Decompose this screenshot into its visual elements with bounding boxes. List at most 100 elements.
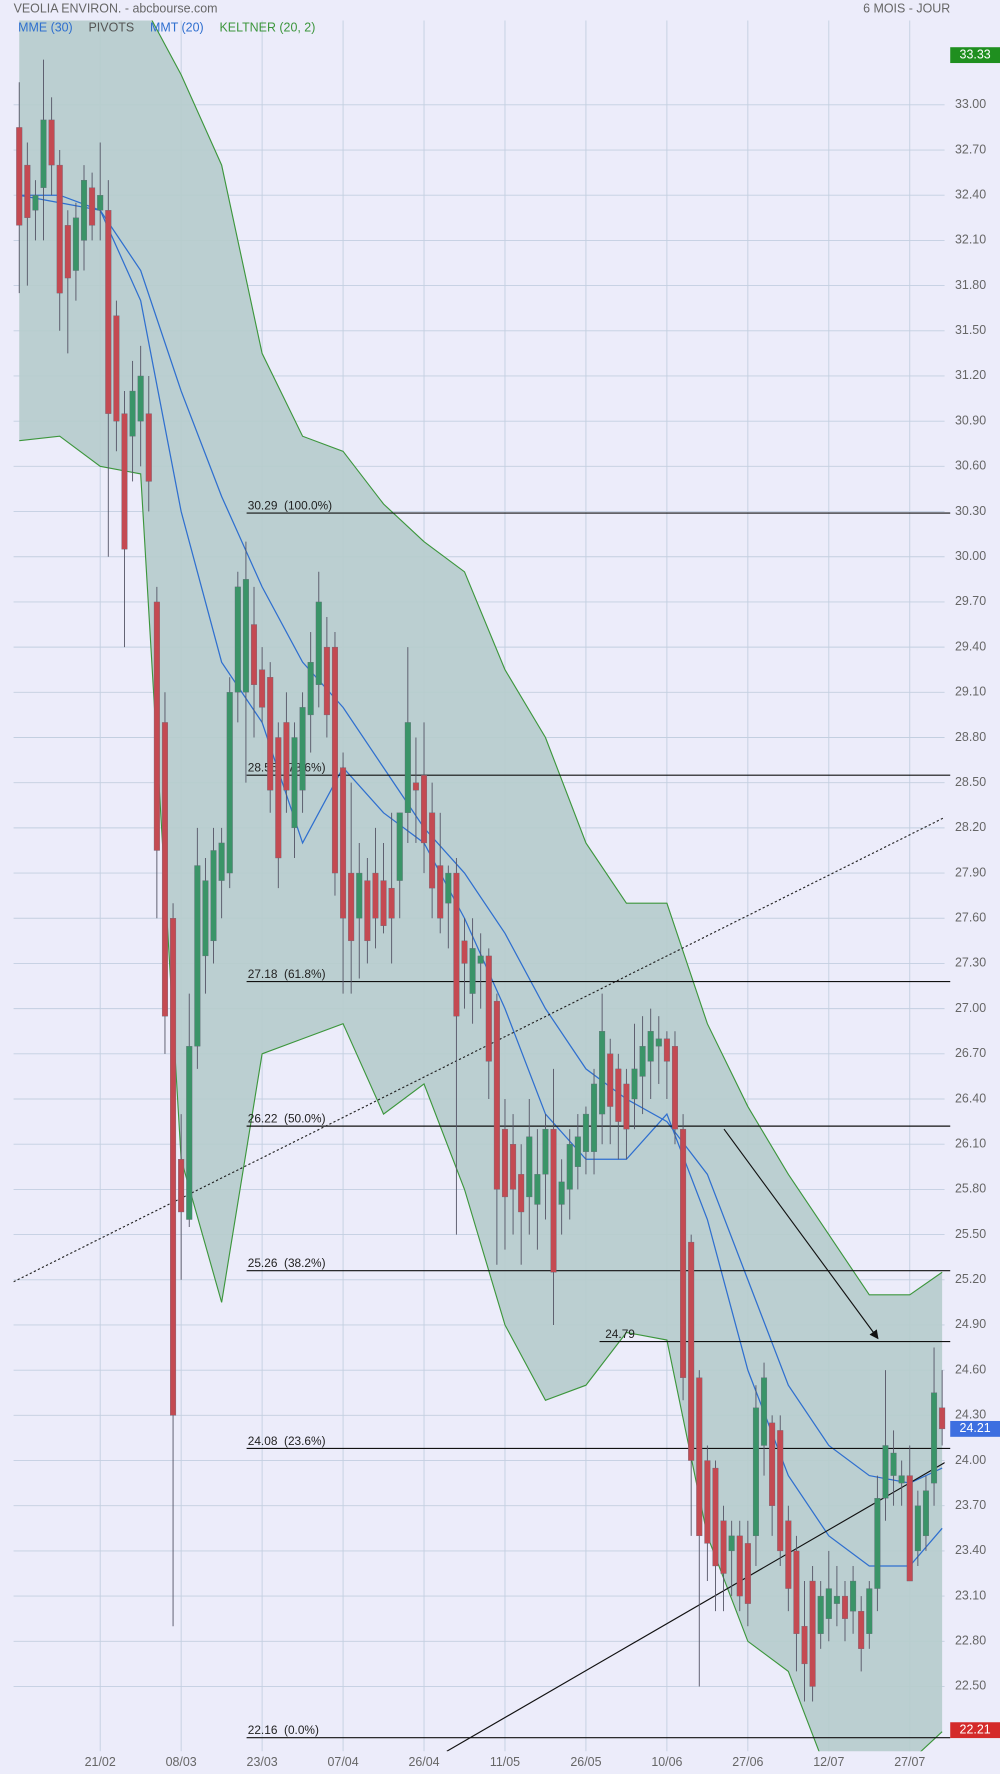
candle-body — [623, 1083, 630, 1130]
candle-body — [631, 1068, 638, 1100]
candle-body — [113, 315, 120, 422]
y-tick-label: 29.40 — [955, 639, 986, 653]
y-tick-label: 24.90 — [955, 1317, 986, 1331]
candle-body — [210, 850, 217, 942]
candle-body — [56, 164, 63, 294]
y-tick-label: 30.60 — [955, 459, 986, 473]
candle-body — [469, 948, 476, 994]
y-tick-label: 26.70 — [955, 1046, 986, 1060]
candle-body — [890, 1452, 897, 1476]
candle-body — [607, 1053, 614, 1107]
candle-body — [931, 1392, 938, 1484]
candle-body — [145, 413, 152, 482]
price-tag-label: 24.21 — [960, 1421, 991, 1435]
candle-body — [485, 955, 492, 1062]
candle-body — [275, 737, 282, 859]
candle-body — [761, 1377, 768, 1446]
candle-body — [437, 865, 444, 919]
candle-body — [242, 579, 249, 693]
candle-body — [153, 601, 160, 851]
candle-body — [785, 1520, 792, 1589]
price-tag — [950, 1722, 1000, 1739]
legend-label: MME (30) — [18, 21, 73, 35]
y-tick-label: 26.10 — [955, 1136, 986, 1150]
candle-body — [218, 842, 225, 881]
candle-body — [898, 1475, 905, 1484]
x-tick-label: 26/04 — [408, 1755, 439, 1769]
legend: MME (30) PIVOTS MMT (20) KELTNER (20, 2) — [18, 21, 315, 35]
x-tick-label: 26/05 — [570, 1755, 601, 1769]
y-tick-label: 25.20 — [955, 1272, 986, 1286]
candle-body — [510, 1144, 517, 1190]
mme-line — [19, 194, 943, 1484]
level-label: 27.18 (61.8%) — [248, 967, 326, 981]
candle-body — [518, 1174, 525, 1213]
y-tick-label: 29.10 — [955, 685, 986, 699]
candle-body — [161, 722, 168, 1017]
candle-body — [939, 1407, 946, 1430]
candle-body — [704, 1460, 711, 1544]
x-tick-label: 08/03 — [166, 1755, 197, 1769]
y-tick-label: 22.80 — [955, 1634, 986, 1648]
legend-label: PIVOTS — [89, 21, 135, 35]
candle-body — [32, 195, 39, 211]
candle-body — [429, 812, 436, 889]
candle-body — [226, 692, 233, 874]
price-tag — [950, 1420, 1000, 1437]
x-tick-label: 27/07 — [894, 1755, 925, 1769]
candle-body — [259, 669, 266, 708]
candle-body — [615, 1068, 622, 1122]
candle-body — [874, 1498, 881, 1589]
candle-body — [348, 872, 355, 942]
price-tag — [950, 47, 1000, 64]
candle-body — [769, 1422, 776, 1506]
candle-body — [736, 1535, 743, 1597]
y-tick-label: 28.80 — [955, 730, 986, 744]
candle-body — [696, 1377, 703, 1537]
x-tick-label: 12/07 — [813, 1755, 844, 1769]
candle-body — [582, 1113, 589, 1152]
mmt-line — [19, 194, 943, 1567]
candle-body — [688, 1241, 695, 1461]
candle-body — [170, 918, 177, 1416]
y-tick-label: 23.10 — [955, 1588, 986, 1602]
candle-body — [461, 940, 468, 964]
candle-body — [744, 1543, 751, 1604]
candle-body — [340, 767, 347, 919]
candle-body — [129, 390, 136, 437]
y-tick-label: 23.70 — [955, 1498, 986, 1512]
candle-body — [833, 1595, 840, 1604]
candle-body — [599, 1031, 606, 1115]
y-tick-label: 32.40 — [955, 187, 986, 201]
candle-body — [24, 164, 31, 218]
y-tick-label: 32.70 — [955, 142, 986, 156]
candle-body — [380, 880, 387, 926]
y-tick-label: 31.80 — [955, 278, 986, 292]
candle-body — [801, 1626, 808, 1665]
candle-body — [655, 1038, 662, 1047]
fib-levels: 30.29 (100.0%)28.55 (78.6%)27.18 (61.8%)… — [246, 498, 951, 1739]
x-tick-label: 27/06 — [732, 1755, 763, 1769]
candle-body — [663, 1038, 670, 1062]
keltner-line — [151, 20, 943, 1296]
candle-body — [388, 887, 395, 919]
candle-body — [591, 1083, 598, 1152]
candle-body — [566, 1144, 573, 1190]
candle-body — [542, 1128, 549, 1175]
candle-body — [671, 1046, 678, 1130]
y-tick-label: 33.00 — [955, 97, 986, 111]
y-tick-label: 25.50 — [955, 1227, 986, 1241]
y-tick-label: 27.90 — [955, 865, 986, 879]
candles — [16, 59, 946, 1702]
candle-body — [493, 1000, 500, 1190]
candle-body — [526, 1136, 533, 1198]
y-tick-label: 29.70 — [955, 594, 986, 608]
candle-body — [194, 865, 201, 1047]
candle-body — [97, 195, 104, 211]
candle-body — [922, 1490, 929, 1537]
candle-body — [453, 872, 460, 1017]
y-tick-label: 28.20 — [955, 820, 986, 834]
candle-body — [315, 601, 322, 685]
candle-body — [712, 1467, 719, 1567]
candle-body — [89, 187, 96, 226]
